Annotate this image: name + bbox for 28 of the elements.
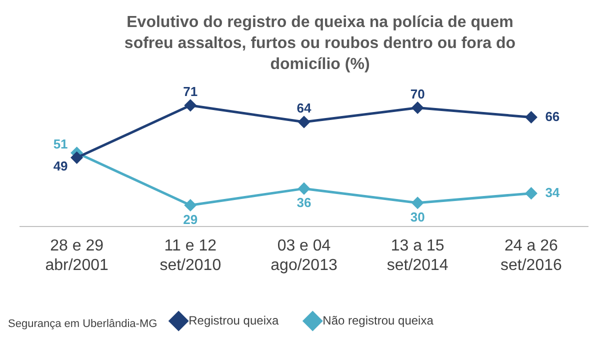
point	[525, 112, 537, 124]
point	[184, 199, 196, 211]
point	[184, 100, 196, 112]
data-label: 71	[183, 84, 198, 99]
data-label: 49	[53, 158, 68, 174]
x-tick-label: 11 e 12 set/2010	[160, 238, 222, 274]
x-tick-label: 13 a 15 set/2014	[386, 238, 448, 274]
legend-label: Não registrou queixa	[322, 313, 434, 328]
point	[298, 116, 310, 128]
legend-label: Registrou queixa	[188, 313, 279, 328]
data-label: 51	[53, 136, 68, 152]
data-label: 30	[410, 209, 425, 224]
data-label: 70	[410, 86, 425, 102]
point	[71, 152, 83, 164]
point	[412, 197, 424, 209]
x-tick-label: 24 a 26 set/2016	[500, 238, 562, 274]
data-label: 66	[545, 108, 560, 124]
point	[412, 102, 424, 114]
data-label: 34	[545, 184, 560, 200]
x-tick-label: 03 e 04 ago/2013	[270, 238, 338, 274]
x-tick-label: 28 e 29 abr/2001	[45, 238, 108, 274]
point	[298, 182, 310, 194]
data-label: 36	[296, 195, 312, 210]
data-label: 29	[183, 212, 198, 227]
chart-title: Evolutivo do registro de queixa na polícia de quem sofreu assaltos, furtos ou roubos dentro ou fora do domicílio (%)	[123, 13, 517, 75]
point	[525, 188, 537, 200]
text: Segurança em Uberlândia-MG	[8, 318, 158, 330]
data-label: 64	[296, 100, 312, 116]
